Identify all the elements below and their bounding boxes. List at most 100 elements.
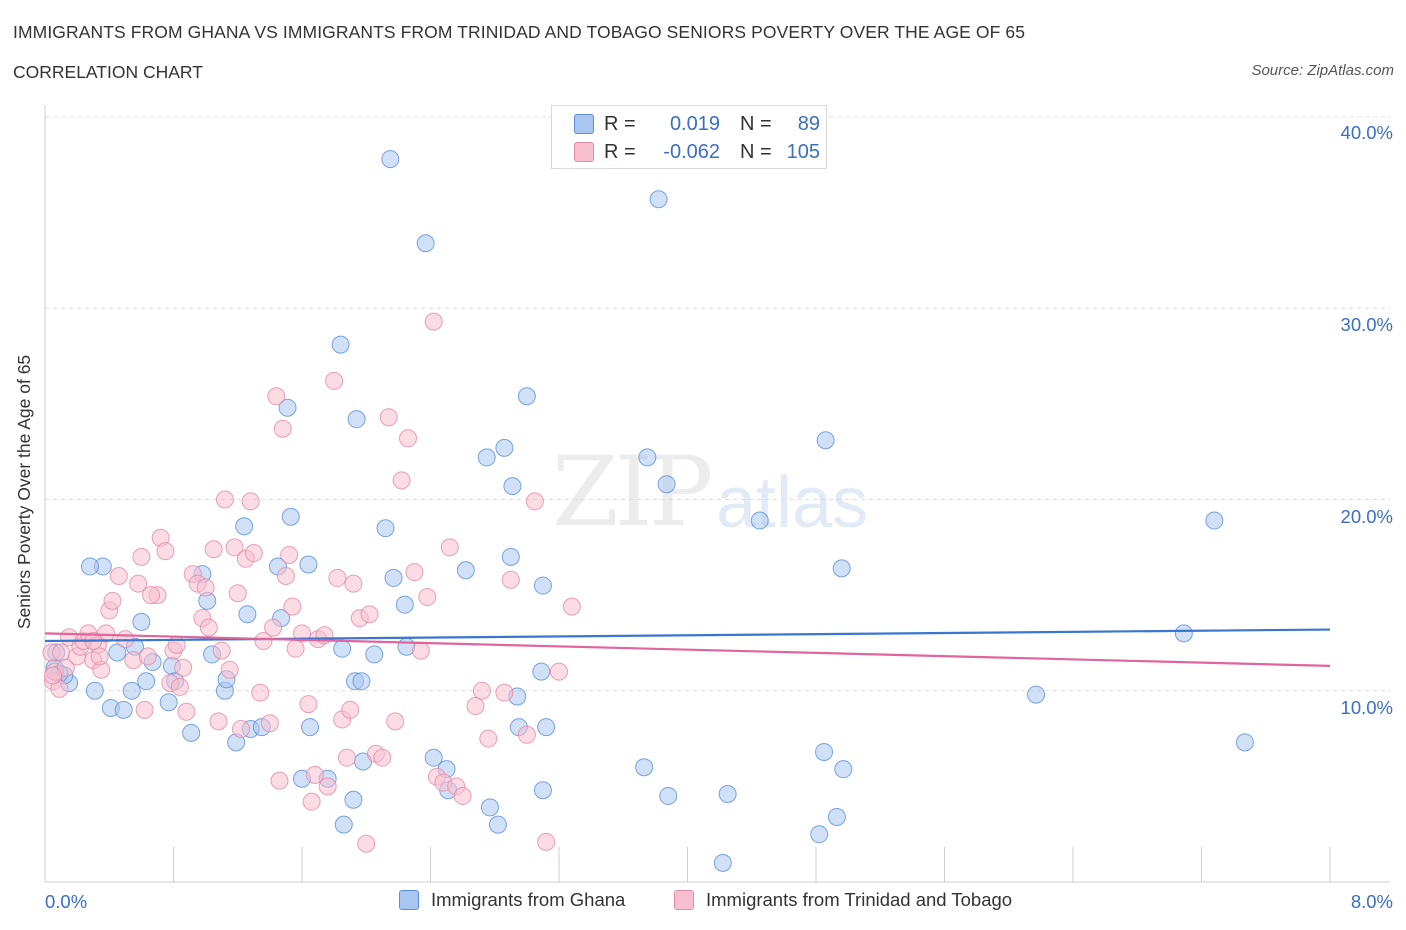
trinidad-point	[341, 700, 360, 719]
chart-title: IMMIGRANTS FROM GHANA VS IMMIGRANTS FROM…	[13, 22, 1026, 42]
trinidad-trend-line	[44, 632, 1331, 667]
trinidad-point	[231, 720, 250, 738]
ghana-point	[816, 431, 835, 450]
trinidad-point	[325, 371, 344, 390]
r-label: R =	[604, 140, 636, 163]
trinidad-point	[280, 545, 299, 564]
n-value: 105	[786, 140, 820, 163]
trinidad-point	[241, 492, 260, 511]
trinidad-point	[225, 538, 244, 557]
ghana-point	[381, 150, 400, 169]
trinidad-point	[138, 647, 157, 666]
trinidad-point	[260, 714, 279, 733]
ghana-point	[827, 807, 846, 826]
ghana-point	[533, 576, 552, 595]
ghana-point	[815, 742, 834, 761]
ghana-point	[834, 760, 853, 779]
trinidad-point	[109, 567, 128, 585]
trinidad-point	[132, 547, 151, 566]
x-tick-label-max: 8.0%	[1350, 891, 1393, 912]
ghana-point	[347, 410, 366, 429]
ghana-point	[122, 681, 141, 700]
ghana-point	[1174, 624, 1193, 643]
trinidad-point	[135, 700, 154, 719]
trinidad-point	[90, 647, 109, 666]
trinidad-point	[116, 630, 135, 649]
ghana-point	[635, 758, 654, 777]
ghana-point	[333, 639, 352, 658]
ghana-point	[278, 398, 297, 417]
ghana-point	[301, 718, 320, 737]
trinidad-point	[440, 538, 459, 557]
ghana-point	[750, 511, 769, 530]
ghana-point	[832, 559, 851, 578]
correlation-legend: R = 0.019 N = 89 R = -0.062 N = 105	[551, 105, 827, 169]
trinidad-point	[302, 792, 321, 811]
trinidad-point	[405, 563, 424, 582]
trinidad-point	[228, 584, 247, 603]
legend-row-trinidad: R = -0.062 N = 105	[574, 139, 820, 165]
ghana-point	[352, 672, 371, 691]
ghana-point	[659, 786, 678, 805]
legend-swatch-trinidad	[674, 890, 694, 910]
legend-label-trinidad: Immigrants from Trinidad and Tobago	[706, 889, 1013, 910]
trinidad-point	[501, 570, 520, 589]
trinidad-point	[129, 574, 148, 593]
ghana-point	[649, 190, 668, 209]
ghana-point	[810, 825, 829, 844]
ghana-point	[395, 595, 414, 614]
trinidad-point	[379, 408, 398, 427]
trinidad-point	[220, 660, 239, 679]
ghana-point	[1027, 685, 1046, 704]
trinidad-point	[453, 786, 472, 805]
trinidad-point	[479, 729, 498, 748]
r-value: -0.062	[663, 140, 720, 163]
ghana-point	[299, 555, 318, 574]
legend-swatch-ghana	[399, 890, 419, 910]
ghana-point	[424, 748, 443, 767]
trend-lines	[44, 628, 1331, 667]
trinidad-point	[270, 771, 289, 790]
trinidad-point	[495, 683, 514, 702]
n-value: 89	[797, 112, 820, 135]
trinidad-point	[517, 725, 536, 744]
trinidad-point	[273, 419, 292, 438]
trinidad-point	[103, 591, 122, 610]
trinidad-point	[174, 658, 193, 677]
ghana-point	[1205, 511, 1224, 530]
trinidad-point	[251, 683, 270, 702]
n-label: N =	[740, 140, 772, 163]
legend-item-trinidad[interactable]: Immigrants from Trinidad and Tobago	[674, 889, 1012, 911]
r-value: 0.019	[669, 112, 720, 135]
ghana-point	[503, 477, 522, 496]
ghana-point	[517, 387, 536, 406]
legend-swatch-ghana	[574, 114, 594, 134]
chart-subtitle: CORRELATION CHART	[13, 62, 203, 82]
series-trinidad	[42, 312, 581, 853]
source-label: Source: ZipAtlas.com	[1251, 62, 1394, 79]
legend-label-ghana: Immigrants from Ghana	[431, 889, 626, 910]
legend-item-ghana[interactable]: Immigrants from Ghana	[399, 889, 625, 911]
y-axis-label: Seniors Poverty Over the Age of 65	[14, 354, 34, 630]
ghana-point	[416, 234, 435, 253]
trinidad-point	[215, 490, 234, 509]
ghana-point	[108, 643, 127, 662]
ghana-point	[480, 798, 499, 817]
trinidad-point	[52, 643, 71, 662]
ghana-point	[718, 785, 737, 804]
trinidad-point	[328, 568, 347, 587]
ghana-point	[137, 672, 156, 691]
ghana-point	[238, 605, 257, 624]
y-tick-label: 30.0%	[1340, 314, 1393, 335]
trinidad-point	[177, 702, 196, 721]
trinidad-point	[424, 312, 443, 331]
watermark-atlas: atlas	[716, 463, 869, 543]
ghana-point	[182, 723, 201, 742]
trinidad-point	[286, 639, 305, 658]
trinidad-point	[199, 618, 218, 637]
y-tick-label: 20.0%	[1340, 506, 1393, 527]
trinidad-point	[170, 677, 189, 696]
ghana-point	[713, 853, 732, 872]
ghana-point	[85, 681, 104, 700]
